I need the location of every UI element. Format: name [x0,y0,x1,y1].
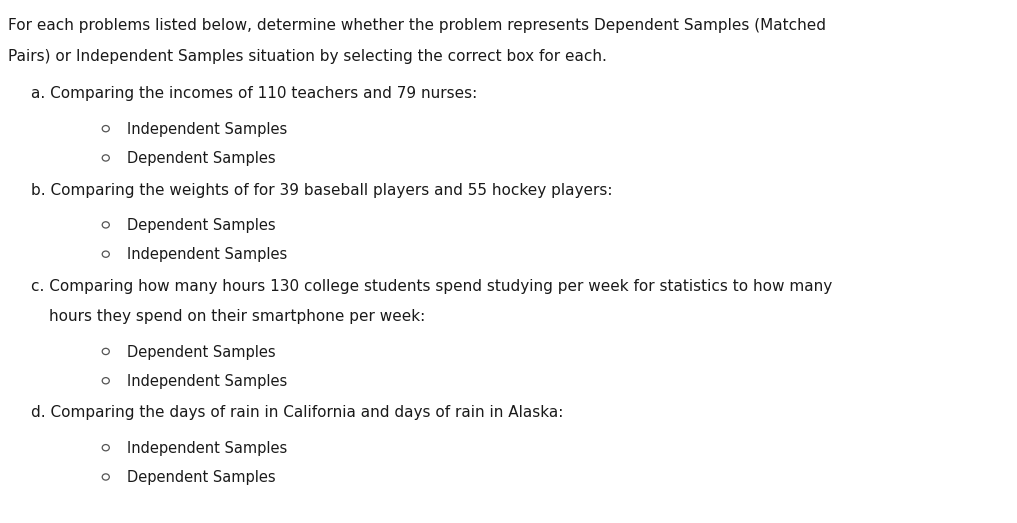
Text: Dependent Samples: Dependent Samples [127,470,276,485]
Text: a. Comparing the incomes of 110 teachers and 79 nurses:: a. Comparing the incomes of 110 teachers… [31,86,477,101]
Text: Independent Samples: Independent Samples [127,122,288,137]
Text: Independent Samples: Independent Samples [127,441,288,456]
Text: hours they spend on their smartphone per week:: hours they spend on their smartphone per… [49,309,425,324]
Text: d. Comparing the days of rain in California and days of rain in Alaska:: d. Comparing the days of rain in Califor… [31,405,562,420]
Text: c. Comparing how many hours 130 college students spend studying per week for sta: c. Comparing how many hours 130 college … [31,279,832,294]
Text: Dependent Samples: Dependent Samples [127,345,276,360]
Text: Dependent Samples: Dependent Samples [127,218,276,233]
Text: Independent Samples: Independent Samples [127,247,288,263]
Text: b. Comparing the weights of for 39 baseball players and 55 hockey players:: b. Comparing the weights of for 39 baseb… [31,183,612,198]
Text: For each problems listed below, determine whether the problem represents Depende: For each problems listed below, determin… [8,18,826,33]
Text: Pairs) or Independent Samples situation by selecting the correct box for each.: Pairs) or Independent Samples situation … [8,49,607,64]
Text: Independent Samples: Independent Samples [127,374,288,389]
Text: Dependent Samples: Dependent Samples [127,151,276,166]
